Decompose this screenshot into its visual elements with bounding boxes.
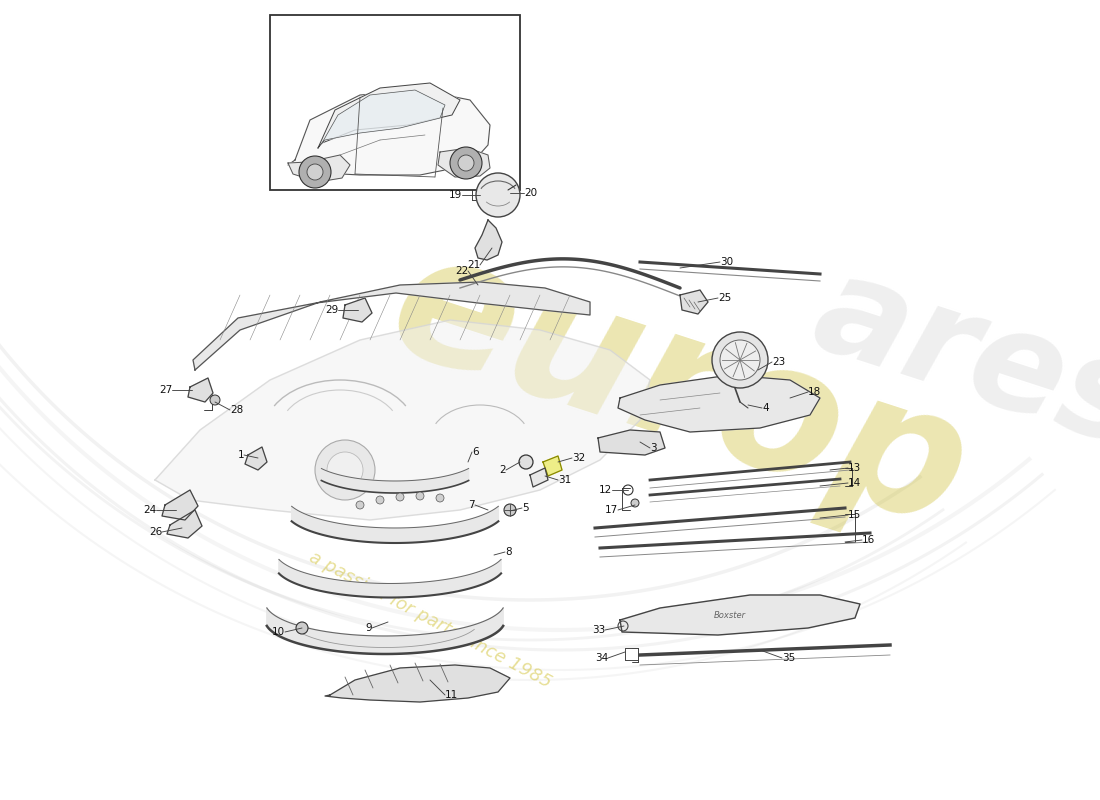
Polygon shape xyxy=(288,155,350,182)
Text: 19: 19 xyxy=(449,190,462,200)
Circle shape xyxy=(296,622,308,634)
Text: 17: 17 xyxy=(605,505,618,515)
Text: 23: 23 xyxy=(772,357,785,367)
Circle shape xyxy=(519,455,534,469)
Circle shape xyxy=(712,332,768,388)
Circle shape xyxy=(396,493,404,501)
Text: 33: 33 xyxy=(592,625,605,635)
Text: 27: 27 xyxy=(158,385,172,395)
Circle shape xyxy=(327,452,363,488)
Text: 8: 8 xyxy=(505,547,512,557)
Text: 25: 25 xyxy=(718,293,732,303)
Text: 30: 30 xyxy=(720,257,733,267)
Polygon shape xyxy=(620,595,860,635)
Text: a passion for parts since 1985: a passion for parts since 1985 xyxy=(306,548,554,692)
Circle shape xyxy=(416,492,424,500)
Text: 2: 2 xyxy=(499,465,506,475)
Text: 18: 18 xyxy=(808,387,822,397)
Text: 14: 14 xyxy=(848,478,861,488)
Text: 1: 1 xyxy=(238,450,244,460)
Polygon shape xyxy=(438,148,490,177)
Polygon shape xyxy=(288,90,490,175)
Text: 7: 7 xyxy=(469,500,475,510)
Polygon shape xyxy=(162,490,198,520)
Text: europ: europ xyxy=(371,214,989,566)
Polygon shape xyxy=(530,468,548,487)
Text: 13: 13 xyxy=(848,463,861,473)
Bar xyxy=(270,15,520,190)
Polygon shape xyxy=(292,506,498,543)
Text: 15: 15 xyxy=(848,510,861,520)
Polygon shape xyxy=(192,282,590,370)
Circle shape xyxy=(299,156,331,188)
Circle shape xyxy=(458,155,474,171)
Polygon shape xyxy=(279,559,502,598)
Text: 31: 31 xyxy=(558,475,571,485)
Polygon shape xyxy=(543,456,562,476)
Text: 6: 6 xyxy=(472,447,478,457)
Text: 9: 9 xyxy=(365,623,372,633)
Circle shape xyxy=(376,496,384,504)
Text: 10: 10 xyxy=(272,627,285,637)
Polygon shape xyxy=(598,430,666,455)
Polygon shape xyxy=(245,447,267,470)
Circle shape xyxy=(356,501,364,509)
Text: 12: 12 xyxy=(598,485,612,495)
Polygon shape xyxy=(155,320,650,520)
Circle shape xyxy=(450,147,482,179)
Circle shape xyxy=(307,164,323,180)
Text: 21: 21 xyxy=(466,260,480,270)
Polygon shape xyxy=(343,298,372,322)
Text: 3: 3 xyxy=(650,443,657,453)
Circle shape xyxy=(476,173,520,217)
Circle shape xyxy=(631,499,639,507)
Text: 5: 5 xyxy=(522,503,529,513)
Text: 26: 26 xyxy=(148,527,162,537)
Polygon shape xyxy=(322,90,446,143)
Text: Boxster: Boxster xyxy=(714,611,746,621)
Polygon shape xyxy=(618,375,820,432)
Text: 11: 11 xyxy=(446,690,459,700)
Polygon shape xyxy=(475,220,502,260)
Polygon shape xyxy=(167,510,202,538)
Polygon shape xyxy=(680,290,708,314)
Circle shape xyxy=(504,504,516,516)
Polygon shape xyxy=(318,83,460,148)
Polygon shape xyxy=(188,378,213,402)
Text: 22: 22 xyxy=(454,266,467,276)
Polygon shape xyxy=(321,469,469,493)
Circle shape xyxy=(720,340,760,380)
Text: ares: ares xyxy=(798,243,1100,477)
Circle shape xyxy=(436,494,444,502)
Text: 20: 20 xyxy=(524,188,537,198)
Circle shape xyxy=(210,395,220,405)
Text: 24: 24 xyxy=(143,505,156,515)
Text: 4: 4 xyxy=(762,403,769,413)
Text: 35: 35 xyxy=(782,653,795,663)
Text: 16: 16 xyxy=(862,535,876,545)
Polygon shape xyxy=(267,608,503,654)
Text: 29: 29 xyxy=(324,305,338,315)
Text: 32: 32 xyxy=(572,453,585,463)
Polygon shape xyxy=(324,665,510,702)
Text: 34: 34 xyxy=(595,653,608,663)
Text: 28: 28 xyxy=(230,405,243,415)
Circle shape xyxy=(315,440,375,500)
